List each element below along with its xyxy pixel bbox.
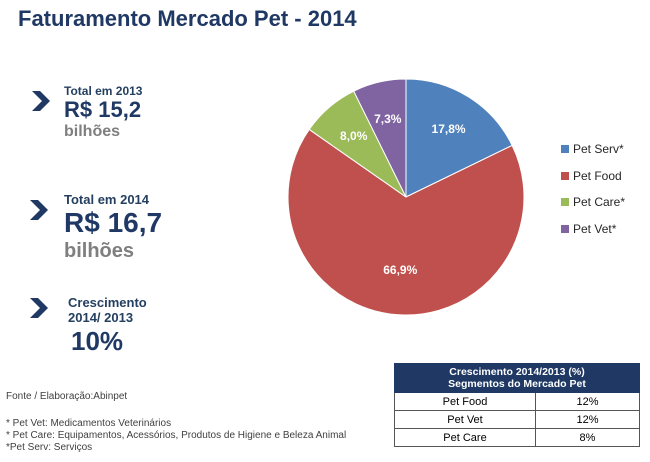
- legend-item: Pet Food: [561, 163, 625, 190]
- legend-label: Pet Serv*: [573, 142, 624, 157]
- pie-data-label: 66,9%: [383, 263, 417, 277]
- page-title: Faturamento Mercado Pet - 2014: [18, 6, 357, 31]
- legend-swatch: [561, 224, 569, 233]
- stat-unit: bilhões: [64, 240, 135, 262]
- footnote: *Pet Serv: Serviços: [6, 442, 93, 453]
- table-cell-segment: Pet Vet: [394, 410, 536, 429]
- table-row: Pet Care 8%: [394, 428, 640, 447]
- pie-data-label: 8,0%: [340, 129, 368, 143]
- footnotes: * Pet Vet: Medicamentos Veterinários * P…: [6, 418, 346, 454]
- growth-table: Crescimento 2014/2013 (%) Segmentos do M…: [394, 363, 640, 447]
- table-cell-value: 12%: [535, 392, 640, 411]
- legend-item: Pet Serv*: [561, 136, 625, 163]
- pie-data-label: 7,3%: [374, 112, 402, 126]
- source-note: Fonte / Elaboração:Abinpet: [6, 391, 128, 402]
- table-row: Pet Food 12%: [394, 392, 640, 411]
- table-cell-segment: Pet Care: [394, 428, 536, 447]
- legend-label: Pet Care*: [573, 195, 626, 210]
- pie-slice-pet-vet: [353, 78, 407, 198]
- table-cell-value: 8%: [535, 428, 640, 447]
- table-header: Crescimento 2014/2013 (%) Segmentos do M…: [394, 363, 640, 393]
- stat-value: R$ 16,7: [64, 207, 163, 238]
- footnote: * Pet Care: Equipamentos, Acessórios, Pr…: [6, 430, 347, 441]
- legend-item: Pet Vet*: [561, 216, 625, 243]
- stat-label: Total em 2013: [64, 84, 143, 98]
- stat-label-line2: 2014/ 2013: [68, 310, 134, 325]
- table-cell-value: 12%: [535, 410, 640, 429]
- legend-swatch: [561, 198, 569, 207]
- stat-label: Total em 2014: [64, 192, 150, 207]
- chevron-right-icon: [30, 200, 48, 220]
- stat-label-line1: Crescimento: [68, 295, 147, 310]
- pie-data-label: 17,8%: [432, 122, 466, 136]
- legend-swatch: [561, 171, 569, 180]
- stat-growth: Crescimento 2014/ 2013 10%: [68, 295, 147, 357]
- legend-swatch: [561, 145, 569, 154]
- legend-label: Pet Vet*: [573, 221, 617, 236]
- table-cell-segment: Pet Food: [394, 392, 536, 411]
- stat-total-2014: Total em 2014 R$ 16,7 bilhões: [64, 192, 162, 263]
- chevron-right-icon: [32, 91, 50, 111]
- stat-total-2013: Total em 2013 R$ 15,2 bilhões: [64, 84, 142, 142]
- legend-item: Pet Care*: [561, 189, 625, 216]
- pie-slice-pet-food: [287, 128, 525, 316]
- table-header-line1: Crescimento 2014/2013 (%): [449, 366, 585, 378]
- chart-legend: Pet Serv* Pet Food Pet Care* Pet Vet*: [561, 136, 625, 242]
- table-row: Pet Vet 12%: [394, 410, 640, 429]
- legend-label: Pet Food: [573, 168, 622, 183]
- stat-unit: bilhões: [64, 123, 121, 140]
- chevron-right-icon: [30, 298, 48, 318]
- stat-value: 10%: [71, 326, 124, 356]
- table-header-row: Crescimento 2014/2013 (%) Segmentos do M…: [394, 363, 640, 393]
- pie-slice-pet-serv: [405, 78, 513, 198]
- stat-value: R$ 15,2: [64, 97, 142, 122]
- footnote: * Pet Vet: Medicamentos Veterinários: [6, 418, 172, 429]
- table-header-line2: Segmentos do Mercado Pet: [448, 378, 586, 390]
